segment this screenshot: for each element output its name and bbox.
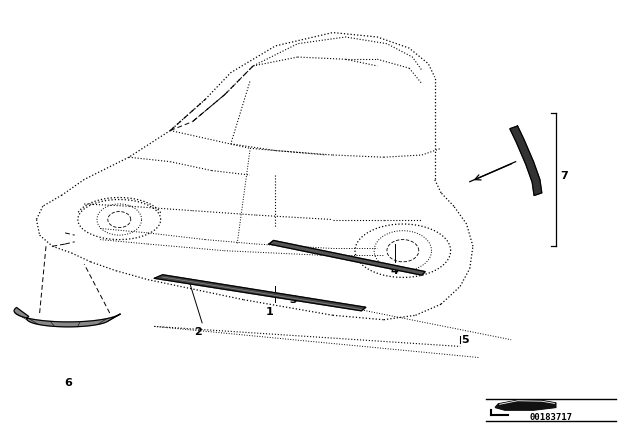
Text: 6: 6	[65, 378, 72, 388]
Text: 7: 7	[560, 172, 568, 181]
Text: 00183717: 00183717	[529, 413, 572, 422]
Polygon shape	[154, 275, 366, 311]
Polygon shape	[14, 307, 120, 327]
Text: 2: 2	[194, 327, 202, 337]
Text: 3: 3	[289, 295, 297, 305]
Polygon shape	[495, 401, 556, 410]
Text: 5: 5	[461, 335, 469, 345]
Polygon shape	[269, 241, 425, 275]
Polygon shape	[510, 126, 541, 195]
Text: 4: 4	[390, 266, 399, 276]
Text: 1: 1	[266, 307, 273, 317]
